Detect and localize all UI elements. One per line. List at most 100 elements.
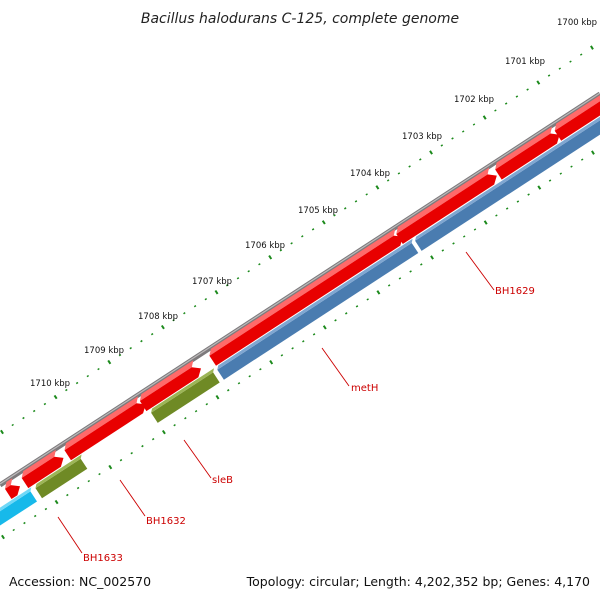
outer-tick-36 xyxy=(386,179,390,182)
inner-tick-20 xyxy=(215,394,220,400)
inner-tick-12 xyxy=(130,451,133,455)
gene-label-bh1632[interactable]: BH1632 xyxy=(146,516,186,527)
inner-tick-33 xyxy=(355,305,359,308)
outer-tick-49 xyxy=(526,88,529,91)
ruler-label-1709: 1709 kbp xyxy=(84,346,124,356)
outer-tick-27 xyxy=(290,242,293,245)
inner-tick-44 xyxy=(473,228,477,231)
outer-tick-55 xyxy=(590,45,594,50)
inner-tick-5 xyxy=(54,499,59,505)
outer-tick-45 xyxy=(482,115,487,120)
inner-tick-18 xyxy=(194,410,198,413)
leader-line-bh1633 xyxy=(57,516,83,554)
inner-tick-42 xyxy=(452,242,455,245)
inner-tick-19 xyxy=(205,403,209,406)
ruler-label-1704: 1704 kbp xyxy=(350,169,390,179)
inner-tick-45 xyxy=(483,220,488,225)
cds-arrow-sleb-forward xyxy=(139,360,201,412)
inner-tick-48 xyxy=(516,200,520,203)
gene-bar-sleb-body xyxy=(151,372,220,423)
gene-bar-green-small xyxy=(35,454,88,499)
outer-tick-0 xyxy=(0,429,4,435)
cds-arrow-left-edge-top xyxy=(5,478,13,489)
ruler-label-1703: 1703 kbp xyxy=(402,132,442,142)
ruler-label-1700: 1700 kbp xyxy=(557,18,597,28)
inner-tick-32 xyxy=(344,312,348,315)
inner-tick-49 xyxy=(527,193,530,196)
inner-tick-14 xyxy=(151,437,155,441)
outer-tick-47 xyxy=(504,102,508,105)
inner-tick-54 xyxy=(580,158,584,161)
inner-tick-50 xyxy=(537,185,542,190)
cds-arrow-bh1632-top xyxy=(64,396,138,451)
inner-tick-30 xyxy=(322,325,327,330)
outer-tick-25 xyxy=(268,255,273,260)
outer-tick-54 xyxy=(579,53,583,56)
inner-tick-35 xyxy=(376,290,381,295)
inner-tick-10 xyxy=(108,464,113,470)
ruler-ticks xyxy=(0,45,595,540)
backbone-line xyxy=(0,91,600,488)
gene-label-sleb[interactable]: sleB xyxy=(212,475,233,486)
cds-arrow-meth-forward-top xyxy=(209,228,396,356)
inner-tick-8 xyxy=(87,479,91,483)
gene-label-meth[interactable]: metH xyxy=(351,383,378,394)
outer-tick-48 xyxy=(515,95,519,98)
genome-stats-text: Topology: circular; Length: 4,202,352 bp… xyxy=(246,574,590,589)
inner-tick-6 xyxy=(66,493,69,497)
cds-arrow-meth-forward-body xyxy=(209,235,403,366)
outer-tick-37 xyxy=(397,172,401,175)
inner-tick-11 xyxy=(119,458,123,462)
leader-line-sleb xyxy=(183,439,212,479)
outer-tick-40 xyxy=(429,150,433,155)
inner-tick-46 xyxy=(495,214,498,217)
backbone-highlight xyxy=(0,92,600,485)
backbone-layer xyxy=(0,91,600,488)
inner-tick-31 xyxy=(334,319,337,322)
inner-tick-52 xyxy=(559,172,563,175)
cds-arrow-right-1-top xyxy=(495,126,552,170)
outer-tick-26 xyxy=(279,249,283,252)
outer-tick-33 xyxy=(354,200,358,203)
outer-tick-13 xyxy=(140,339,143,343)
outer-tick-38 xyxy=(408,165,411,168)
outer-tick-4 xyxy=(43,402,47,406)
inner-tick-29 xyxy=(312,333,316,336)
outer-tick-16 xyxy=(172,319,175,322)
leader-line-bh1632 xyxy=(119,479,146,517)
feature-layer xyxy=(0,95,600,526)
gene-label-bh1633[interactable]: BH1633 xyxy=(83,553,123,564)
accession-text: Accession: NC_002570 xyxy=(9,574,151,589)
inner-tick-28 xyxy=(302,340,305,343)
inner-tick-26 xyxy=(280,354,284,357)
outer-tick-21 xyxy=(225,284,229,287)
outer-tick-8 xyxy=(86,374,90,378)
inner-tick-4 xyxy=(44,507,48,511)
inner-tick-39 xyxy=(420,263,423,266)
outer-tick-17 xyxy=(183,311,186,315)
outer-tick-10 xyxy=(107,359,112,365)
outer-tick-19 xyxy=(204,298,208,301)
outer-tick-34 xyxy=(365,193,368,196)
gene-bar-cyan-top xyxy=(0,487,32,512)
inner-tick-40 xyxy=(430,255,434,260)
gene-label-bh1629[interactable]: BH1629 xyxy=(495,286,535,297)
inner-tick-16 xyxy=(173,424,176,427)
ruler-label-1710: 1710 kbp xyxy=(30,379,70,389)
inner-tick-25 xyxy=(269,360,274,365)
map-title: Bacillus halodurans C-125, complete geno… xyxy=(141,11,459,27)
inner-tick-22 xyxy=(237,382,241,385)
outer-tick-41 xyxy=(440,144,444,147)
outer-tick-12 xyxy=(129,346,132,350)
outer-tick-46 xyxy=(494,109,497,112)
gene-bar-sleb-top xyxy=(151,368,214,413)
gene-bar-meth xyxy=(217,238,419,380)
outer-tick-29 xyxy=(311,228,315,231)
inner-tick-51 xyxy=(548,179,552,182)
outer-tick-3 xyxy=(32,409,36,413)
cds-arrow-left-edge xyxy=(5,478,20,499)
outer-tick-51 xyxy=(547,74,551,77)
leader-line-bh1629 xyxy=(465,251,495,291)
outer-tick-39 xyxy=(419,158,422,161)
inner-tick-15 xyxy=(161,429,166,435)
